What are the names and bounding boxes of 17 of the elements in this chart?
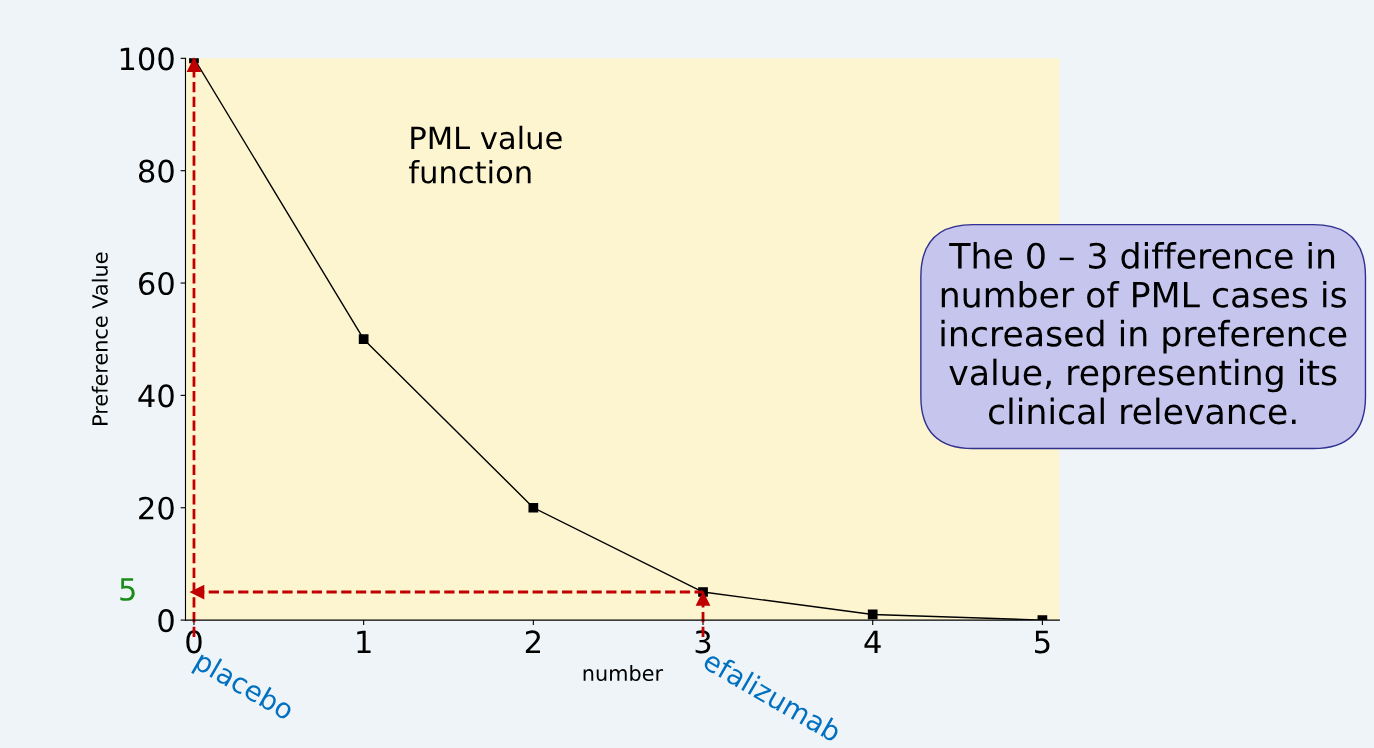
x-tick-label: 2 (525, 630, 540, 654)
annotation: The 0 – 3 difference in number of PML cases is increased in preference value, representing its clinical relevance. (941, 242, 1347, 425)
annotation: PML value function (409, 125, 562, 184)
y-tick-label: 80 (138, 159, 174, 183)
x-tick-label: 3 (695, 630, 711, 654)
y-tick-label: 100 (120, 47, 174, 71)
y-tick-label: 40 (138, 384, 174, 408)
y-tick-label: 60 (139, 271, 174, 296)
x-tick-label: 0 (186, 630, 202, 654)
ref-line-label: 5 (120, 578, 135, 601)
x-tick-label: 4 (864, 630, 881, 654)
x-tick-label: 5 (1035, 630, 1050, 654)
y-axis-title: Preference Value (91, 252, 108, 425)
y-tick-label: 0 (158, 609, 174, 633)
y-tick-label: 20 (139, 496, 174, 520)
x-tick-label: 1 (357, 630, 371, 654)
x-axis-title: number (583, 664, 664, 682)
